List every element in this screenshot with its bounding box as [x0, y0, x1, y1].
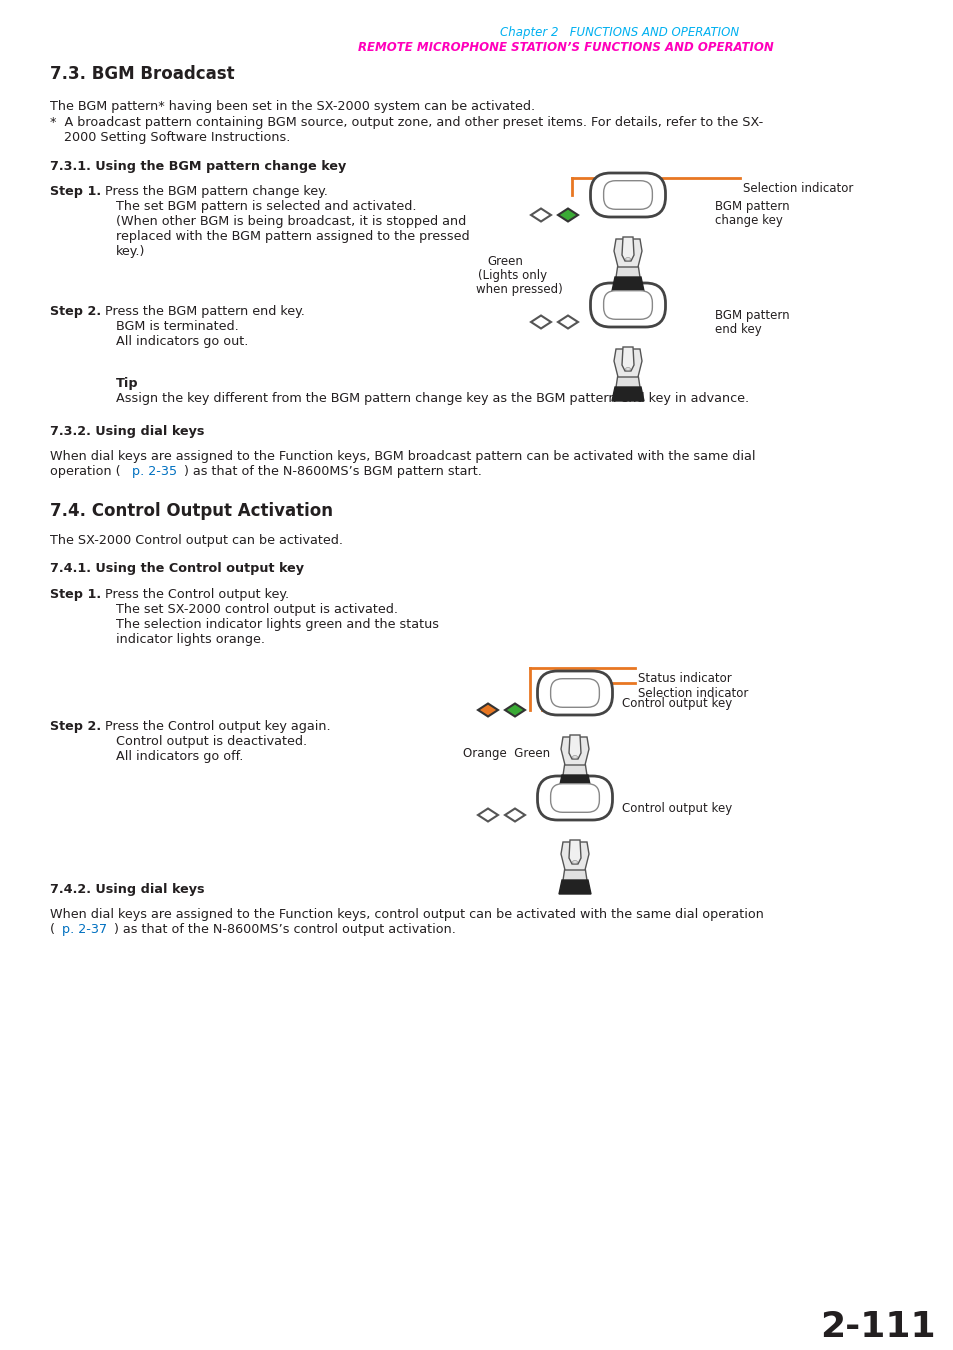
Text: Step 2.: Step 2.	[50, 720, 101, 733]
Polygon shape	[504, 703, 524, 717]
Text: indicator lights orange.: indicator lights orange.	[116, 633, 265, 647]
Text: Press the BGM pattern change key.: Press the BGM pattern change key.	[105, 185, 328, 198]
Text: *  A broadcast pattern containing BGM source, output zone, and other preset item: * A broadcast pattern containing BGM sou…	[50, 116, 762, 130]
Text: p. 2-35: p. 2-35	[132, 464, 177, 478]
Text: operation (: operation (	[50, 464, 120, 478]
Text: Control output key: Control output key	[621, 697, 732, 710]
Polygon shape	[561, 761, 587, 782]
Polygon shape	[615, 374, 640, 394]
Text: Tip: Tip	[116, 377, 138, 390]
Text: change key: change key	[714, 215, 782, 227]
FancyBboxPatch shape	[603, 290, 652, 320]
FancyBboxPatch shape	[537, 671, 612, 716]
FancyBboxPatch shape	[590, 173, 665, 217]
Polygon shape	[561, 867, 587, 887]
Text: Step 1.: Step 1.	[50, 589, 101, 601]
Polygon shape	[614, 350, 641, 377]
Text: The set SX-2000 control output is activated.: The set SX-2000 control output is activa…	[116, 603, 397, 616]
Polygon shape	[477, 703, 497, 717]
Polygon shape	[568, 840, 580, 864]
Text: Press the BGM pattern end key.: Press the BGM pattern end key.	[105, 305, 305, 319]
Text: The SX-2000 Control output can be activated.: The SX-2000 Control output can be activa…	[50, 535, 343, 547]
Polygon shape	[614, 239, 641, 267]
Ellipse shape	[625, 367, 630, 370]
Polygon shape	[558, 208, 578, 221]
Text: key.): key.)	[116, 244, 145, 258]
Text: BGM pattern: BGM pattern	[714, 309, 789, 323]
Text: Orange  Green: Orange Green	[462, 747, 550, 760]
Text: The set BGM pattern is selected and activated.: The set BGM pattern is selected and acti…	[116, 200, 416, 213]
Text: Control output key: Control output key	[621, 802, 732, 815]
Polygon shape	[612, 277, 643, 292]
Text: ) as that of the N-8600MS’s control output activation.: ) as that of the N-8600MS’s control outp…	[113, 923, 456, 936]
Text: (: (	[50, 923, 55, 936]
Text: When dial keys are assigned to the Function keys, BGM broadcast pattern can be a: When dial keys are assigned to the Funct…	[50, 450, 755, 463]
Text: end key: end key	[714, 323, 760, 336]
Text: Control output is deactivated.: Control output is deactivated.	[116, 734, 307, 748]
Text: Selection indicator: Selection indicator	[742, 182, 853, 194]
Text: ) as that of the N-8600MS’s BGM pattern start.: ) as that of the N-8600MS’s BGM pattern …	[184, 464, 481, 478]
Text: 2-111: 2-111	[820, 1310, 935, 1345]
FancyBboxPatch shape	[590, 284, 665, 327]
FancyBboxPatch shape	[550, 679, 598, 707]
Text: (Lights only: (Lights only	[477, 269, 547, 282]
Text: 7.3. BGM Broadcast: 7.3. BGM Broadcast	[50, 65, 234, 82]
Text: Press the Control output key again.: Press the Control output key again.	[105, 720, 331, 733]
Ellipse shape	[572, 860, 577, 864]
Ellipse shape	[572, 756, 577, 759]
Text: 7.3.1. Using the BGM pattern change key: 7.3.1. Using the BGM pattern change key	[50, 161, 346, 173]
Text: 7.4. Control Output Activation: 7.4. Control Output Activation	[50, 502, 333, 520]
Text: Selection indicator: Selection indicator	[638, 687, 747, 701]
Polygon shape	[615, 265, 640, 284]
Text: 7.4.1. Using the Control output key: 7.4.1. Using the Control output key	[50, 562, 304, 575]
Text: All indicators go off.: All indicators go off.	[116, 751, 243, 763]
Text: when pressed): when pressed)	[476, 284, 562, 296]
Text: 7.3.2. Using dial keys: 7.3.2. Using dial keys	[50, 425, 204, 437]
Text: (When other BGM is being broadcast, it is stopped and: (When other BGM is being broadcast, it i…	[116, 215, 466, 228]
Text: BGM is terminated.: BGM is terminated.	[116, 320, 238, 333]
Polygon shape	[560, 737, 588, 765]
Polygon shape	[558, 880, 590, 894]
Polygon shape	[612, 387, 643, 401]
Text: Green: Green	[486, 255, 522, 269]
Text: Press the Control output key.: Press the Control output key.	[105, 589, 289, 601]
Text: 7.4.2. Using dial keys: 7.4.2. Using dial keys	[50, 883, 204, 896]
Text: When dial keys are assigned to the Function keys, control output can be activate: When dial keys are assigned to the Funct…	[50, 909, 763, 921]
FancyBboxPatch shape	[550, 784, 598, 813]
Polygon shape	[621, 238, 634, 261]
Text: REMOTE MICROPHONE STATION’S FUNCTIONS AND OPERATION: REMOTE MICROPHONE STATION’S FUNCTIONS AN…	[357, 40, 773, 54]
Text: BGM pattern: BGM pattern	[714, 200, 789, 213]
Polygon shape	[568, 734, 580, 759]
Text: Chapter 2   FUNCTIONS AND OPERATION: Chapter 2 FUNCTIONS AND OPERATION	[499, 26, 739, 39]
Text: 2000 Setting Software Instructions.: 2000 Setting Software Instructions.	[64, 131, 290, 144]
Polygon shape	[558, 775, 590, 788]
FancyBboxPatch shape	[537, 776, 612, 819]
Text: p. 2-37: p. 2-37	[62, 923, 107, 936]
Text: All indicators go out.: All indicators go out.	[116, 335, 248, 348]
Text: Status indicator: Status indicator	[638, 672, 731, 684]
Text: Step 1.: Step 1.	[50, 185, 101, 198]
Polygon shape	[560, 842, 588, 869]
Text: The selection indicator lights green and the status: The selection indicator lights green and…	[116, 618, 438, 630]
Text: replaced with the BGM pattern assigned to the pressed: replaced with the BGM pattern assigned t…	[116, 230, 469, 243]
Polygon shape	[621, 347, 634, 371]
Ellipse shape	[625, 258, 630, 261]
Text: Assign the key different from the BGM pattern change key as the BGM pattern end : Assign the key different from the BGM pa…	[116, 392, 748, 405]
Text: The BGM pattern* having been set in the SX-2000 system can be activated.: The BGM pattern* having been set in the …	[50, 100, 535, 113]
Text: Step 2.: Step 2.	[50, 305, 101, 319]
FancyBboxPatch shape	[603, 181, 652, 209]
